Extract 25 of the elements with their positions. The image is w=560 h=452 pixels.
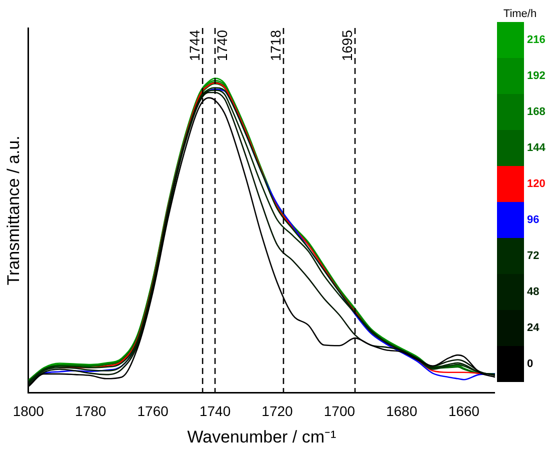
text: 144 [527, 141, 546, 155]
text: 192 [527, 69, 546, 83]
y-axis-title: Transmittance / a.u. [4, 136, 23, 286]
ref-line-label: 1740 [214, 30, 230, 62]
legend-title: Time/h [502, 8, 538, 22]
text: 96 [527, 213, 540, 227]
x-tick-label: 1800 [12, 403, 44, 420]
ref-line-label: 1695 [338, 30, 355, 62]
text: 216 [527, 33, 546, 47]
x-tick-label: 1720 [262, 403, 294, 420]
text: 120 [527, 177, 546, 191]
x-axis-title: Wavenumber / cm⁻¹ [187, 427, 337, 446]
text: 0 [527, 357, 534, 371]
x-tick-label: 1780 [75, 403, 106, 420]
x-tick-label: 1760 [137, 403, 169, 420]
x-tick-label: 1680 [386, 403, 418, 420]
x-tick-label: 1740 [199, 403, 231, 420]
x-tick-label: 1700 [324, 403, 356, 420]
text: 48 [527, 285, 540, 299]
text: 168 [527, 105, 546, 119]
text: 24 [527, 321, 540, 335]
ref-line-label: 1744 [186, 30, 202, 62]
text: 72 [527, 249, 540, 263]
x-tick-label: 1660 [448, 403, 480, 420]
ref-line-label: 1718 [267, 30, 284, 62]
